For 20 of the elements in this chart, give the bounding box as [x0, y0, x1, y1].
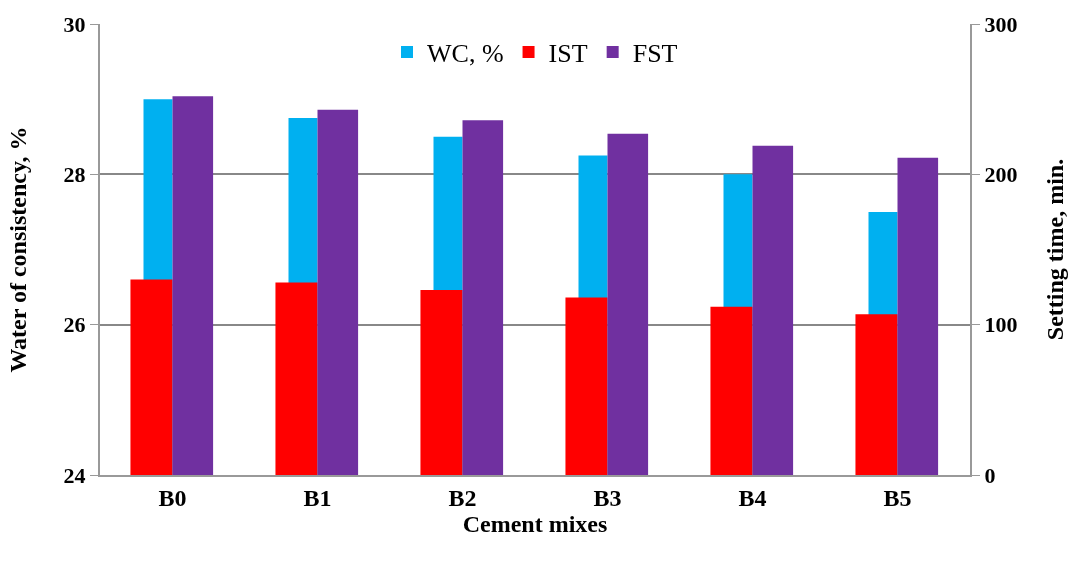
legend-label: IST — [548, 39, 588, 69]
x-tick-label: B3 — [593, 484, 622, 511]
x-tick-label: B4 — [738, 484, 767, 511]
y-tick-label: 24 — [63, 462, 86, 488]
y2-axis-title: Setting time, min. — [1042, 158, 1069, 341]
y2-tick-label: 300 — [984, 11, 1018, 37]
x-tick-label: B1 — [303, 484, 332, 511]
y-axis-title: Water of consistency, % — [5, 126, 32, 373]
y2-tick-label: 100 — [984, 312, 1018, 338]
x-tick-label: B0 — [158, 484, 187, 511]
y-tick-label: 26 — [63, 312, 86, 338]
y2-tick-label: 0 — [984, 462, 996, 488]
y2-tick-label: 200 — [984, 162, 1018, 188]
y-tick-label: 28 — [63, 162, 86, 188]
y-tick-label: 30 — [63, 11, 86, 37]
x-tick-label: B2 — [448, 484, 477, 511]
x-tick-label: B5 — [883, 484, 912, 511]
legend-label: FST — [632, 39, 678, 69]
legend-label: WC, % — [427, 39, 504, 69]
x-axis-title: Cement mixes — [462, 510, 608, 537]
